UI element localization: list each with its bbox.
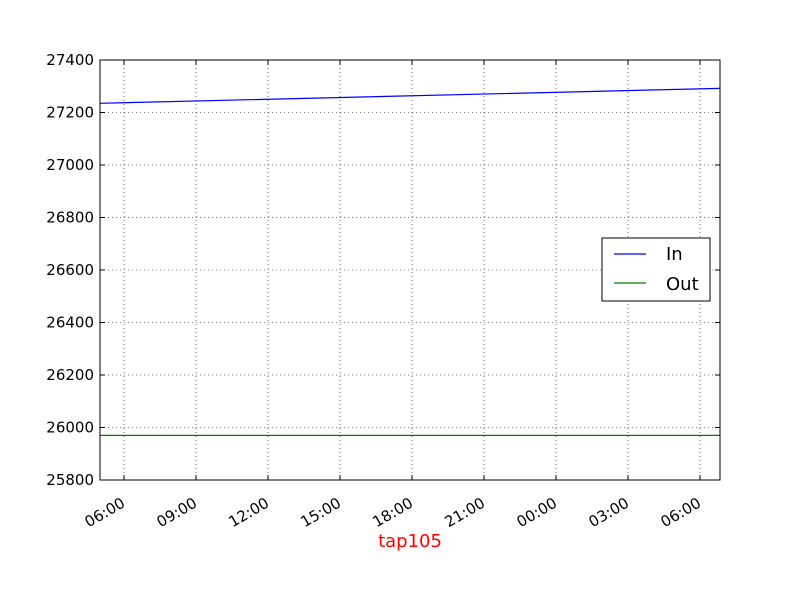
y-axis: 25800 26000 26200 26400 26600 26800 27000 27200…: [46, 51, 720, 489]
y-tick-label: 26000: [46, 419, 94, 437]
legend-label-out: Out: [666, 274, 699, 295]
y-tick-label: 27400: [46, 51, 94, 69]
y-tick-label: 27200: [46, 104, 94, 122]
legend-box: [601, 237, 711, 302]
legend-label-in: In: [666, 244, 683, 265]
x-tick-label: 18:00: [370, 494, 416, 531]
y-tick-label: 27000: [46, 156, 94, 174]
y-tick-label: 26600: [46, 261, 94, 279]
y-tick-label: 26800: [46, 209, 94, 227]
x-tick-label: 21:00: [442, 494, 488, 531]
x-tick-label: 06:00: [658, 494, 704, 531]
x-tick-label: 09:00: [154, 494, 200, 531]
x-tick-label: 03:00: [586, 494, 632, 531]
series-lines: [99, 87, 721, 436]
x-axis-label: tap105: [378, 531, 442, 552]
x-tick-label: 00:00: [514, 494, 560, 531]
legend: In Out: [601, 237, 711, 302]
x-tick-label: 15:00: [298, 494, 344, 531]
y-tick-label: 25800: [46, 471, 94, 489]
series-line-in: [99, 87, 721, 104]
x-tick-label: 12:00: [226, 494, 272, 531]
y-tick-label: 26400: [46, 314, 94, 332]
y-tick-label: 26200: [46, 366, 94, 384]
x-tick-label: 06:00: [82, 494, 128, 531]
